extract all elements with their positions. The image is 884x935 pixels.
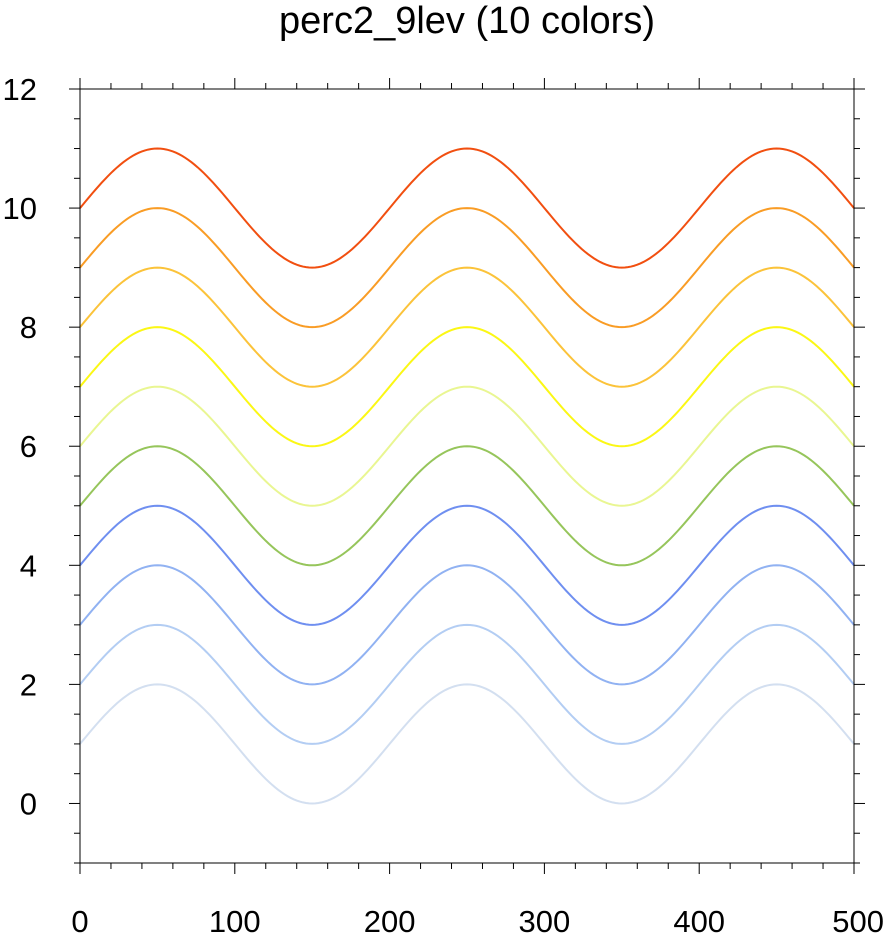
x-tick-label: 100 — [209, 904, 261, 935]
y-tick-label: 6 — [20, 429, 37, 464]
series-line-9 — [79, 207, 855, 329]
plot-area: 0 100 200 300 400 500 0 2 4 6 8 10 12 — [3, 72, 884, 935]
series-line-7 — [79, 326, 855, 448]
series-line-1 — [79, 683, 855, 805]
x-tick-label: 400 — [673, 904, 725, 935]
y-tick-label: 8 — [20, 310, 37, 345]
y-tick-label: 0 — [20, 786, 37, 821]
y-tick-label: 4 — [20, 548, 37, 583]
series-line-3 — [79, 564, 855, 686]
y-tick-label: 2 — [20, 667, 37, 702]
series-line-8 — [79, 266, 855, 388]
series-line-6 — [79, 385, 855, 507]
x-tick-label: 200 — [364, 904, 416, 935]
series-line-5 — [79, 445, 855, 567]
series-line-10 — [79, 147, 855, 269]
y-tick-label: 10 — [3, 191, 37, 226]
series-line-2 — [79, 623, 855, 745]
plot-frame — [79, 88, 855, 864]
x-tick-label: 0 — [71, 904, 88, 935]
y-tick-label: 12 — [3, 72, 37, 107]
x-tick-label: 500 — [832, 904, 884, 935]
x-tick-label: 300 — [519, 904, 571, 935]
series-line-4 — [79, 504, 855, 626]
chart-title: perc2_9lev (10 colors) — [279, 0, 655, 42]
